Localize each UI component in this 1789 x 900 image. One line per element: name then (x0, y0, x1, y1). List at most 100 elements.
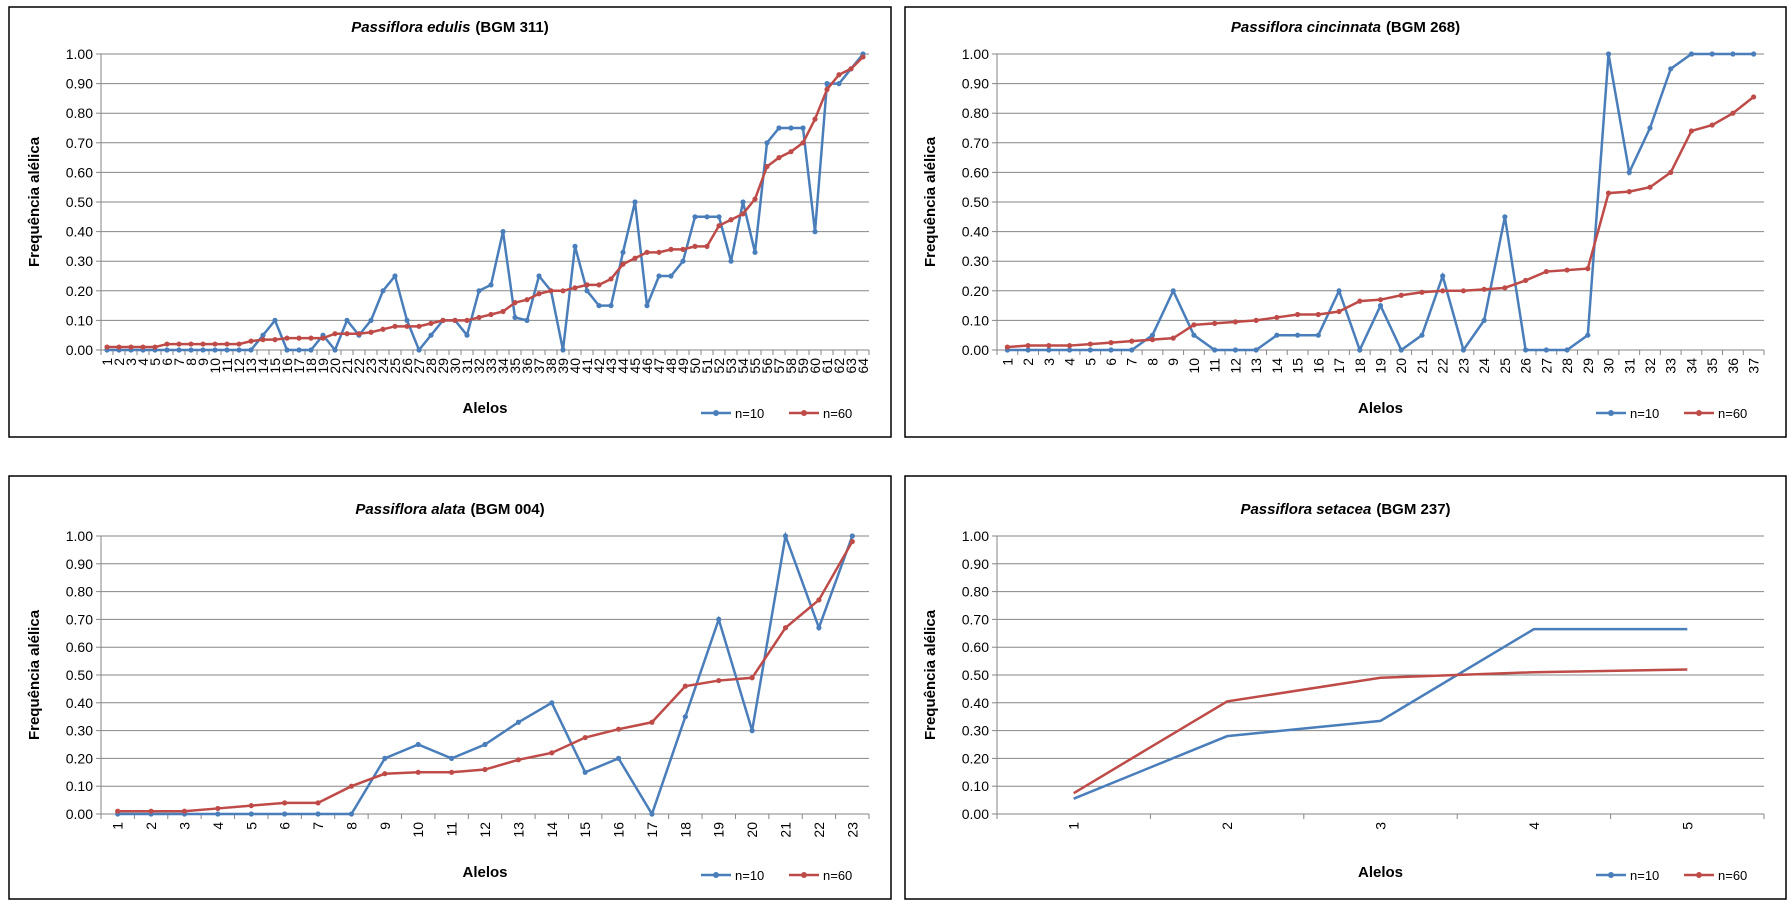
x-tick-label: 45 (627, 358, 643, 374)
panel-frame (904, 6, 1787, 438)
point (176, 341, 182, 347)
point (812, 229, 818, 235)
point (392, 273, 398, 279)
point (1502, 214, 1508, 220)
y-tick-label: 0.10 (962, 312, 989, 328)
x-tick-label: 51 (699, 358, 715, 374)
point (1087, 347, 1093, 353)
y-tick-label: 0.40 (66, 695, 93, 711)
point (1274, 332, 1280, 338)
point (848, 66, 854, 72)
x-tick-label: 35 (1704, 358, 1720, 374)
title-species: Passiflora alata (355, 501, 465, 518)
x-tick-label: 19 (711, 822, 727, 838)
x-tick-label: 30 (1601, 358, 1617, 374)
point (248, 338, 254, 344)
point (1357, 347, 1363, 353)
x-tick-label: 19 (1373, 358, 1389, 374)
legend-marker (1608, 410, 1614, 416)
y-tick-label: 0.80 (962, 584, 989, 600)
x-tick-label: 3 (1041, 358, 1057, 366)
point (1668, 169, 1674, 175)
point (608, 303, 614, 309)
x-tick-label: 5 (147, 358, 163, 366)
point (692, 243, 698, 249)
point (380, 326, 386, 332)
point (1605, 51, 1612, 57)
point (1212, 347, 1218, 353)
point (536, 273, 542, 279)
point (368, 317, 374, 323)
point (1046, 342, 1052, 349)
y-tick-label: 0.00 (66, 806, 93, 822)
x-tick-label: 7 (171, 358, 187, 366)
point (524, 297, 530, 303)
x-tick-label: 22 (811, 822, 827, 838)
x-tick-label: 1 (99, 358, 115, 366)
point (1046, 347, 1052, 353)
point (1087, 341, 1093, 347)
x-tick-label: 47 (651, 358, 667, 374)
point (749, 675, 755, 681)
y-tick-label: 0.40 (66, 224, 93, 240)
point (176, 347, 182, 353)
y-tick-label: 0.90 (66, 556, 93, 572)
point (212, 341, 218, 347)
point (1232, 319, 1238, 325)
point (515, 757, 521, 763)
x-tick-label: 43 (603, 358, 619, 374)
point (1398, 292, 1404, 298)
x-tick-label: 46 (639, 358, 655, 374)
x-tick-label: 54 (735, 358, 751, 374)
x-tick-label: 23 (363, 358, 379, 374)
point (476, 288, 482, 294)
x-tick-label: 20 (744, 822, 760, 838)
point (1419, 289, 1425, 295)
point (1108, 347, 1114, 353)
point (1585, 332, 1591, 338)
point (584, 288, 590, 294)
point (428, 332, 434, 338)
x-tick-label: 55 (747, 358, 763, 374)
point (416, 347, 422, 353)
legend-marker (1696, 410, 1702, 416)
legend-marker (713, 410, 719, 416)
x-tick-label: 10 (207, 358, 223, 374)
x-tick-label: 24 (375, 358, 391, 374)
point (1605, 190, 1612, 196)
point (332, 347, 338, 353)
point (776, 125, 782, 131)
x-tick-label: 52 (711, 358, 727, 374)
y-tick-label: 0.10 (962, 778, 989, 794)
y-axis-title: Frequência alélica (922, 609, 939, 740)
chart-panel: Passiflora edulis (BGM 311) 0.00 0.10 0.20 0.… (8, 6, 892, 438)
point (1066, 347, 1073, 353)
x-tick-label: 61 (819, 358, 835, 374)
point (115, 808, 121, 814)
x-tick-label: 7 (1124, 358, 1140, 366)
point (482, 766, 488, 773)
x-tick-label: 16 (1310, 358, 1326, 374)
point (524, 317, 530, 323)
point (632, 255, 638, 261)
point (1108, 340, 1114, 346)
point (260, 332, 266, 338)
x-tick-label: 33 (1663, 358, 1679, 374)
legend-label: n=10 (735, 406, 764, 421)
y-tick-label: 0.30 (962, 253, 989, 269)
y-tick-label: 0.60 (962, 164, 989, 180)
legend-label: n=60 (1718, 868, 1747, 883)
x-tick-label: 9 (377, 822, 393, 830)
point (449, 769, 455, 775)
point (248, 347, 254, 353)
y-tick-label: 0.80 (66, 105, 93, 121)
x-tick-label: 37 (1746, 358, 1762, 374)
series-line (1073, 668, 1688, 795)
point (1315, 311, 1321, 318)
point (1688, 128, 1695, 134)
point (382, 771, 388, 777)
point (368, 329, 374, 335)
x-tick-label: 22 (1435, 358, 1451, 374)
point (800, 125, 806, 131)
point (1336, 288, 1342, 294)
